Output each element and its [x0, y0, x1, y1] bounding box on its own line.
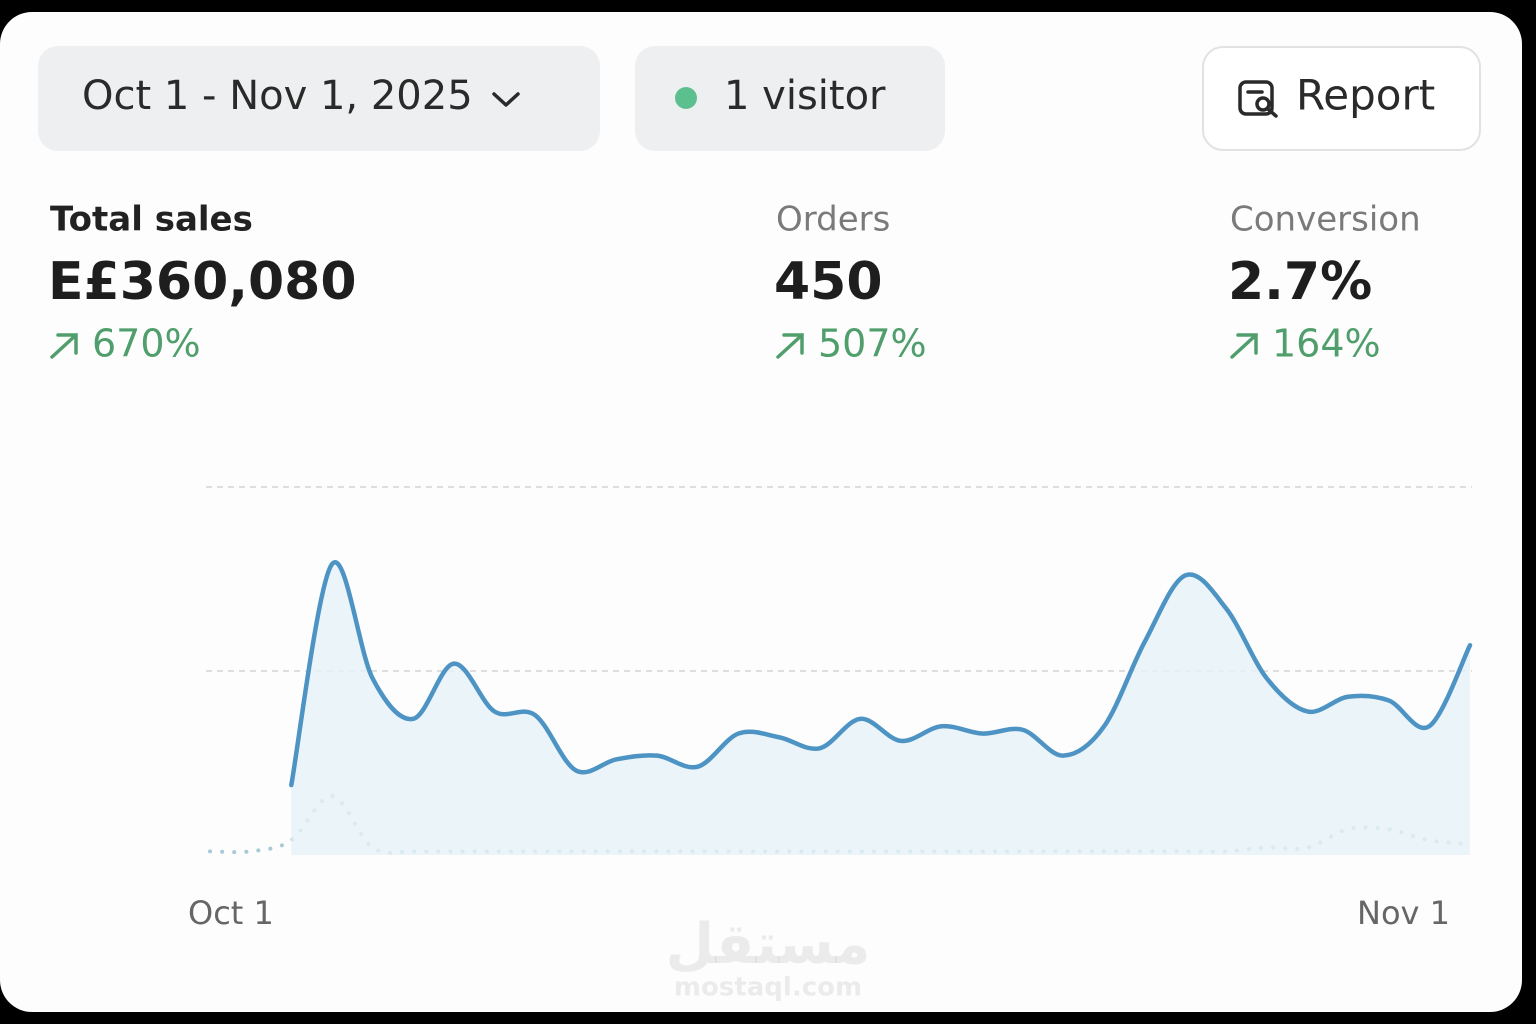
x-tick-label: Nov 1: [1357, 894, 1450, 932]
metric-change: 507%: [818, 322, 927, 366]
watermark-latin: mostaql.com: [674, 973, 862, 1003]
metric-label: Orders: [776, 200, 890, 240]
report-label: Report: [1296, 71, 1435, 120]
chart: Oct 1 Nov 1: [188, 486, 1473, 932]
chevron: [492, 92, 520, 107]
sales-line: [289, 560, 1473, 788]
metric-change: 670%: [92, 322, 201, 366]
date-range: Oct 1 - Nov 1, 2025: [82, 73, 473, 119]
metrics: Total sales E£360,080 670% Orders 450 507% Con…: [48, 200, 1421, 366]
trend-arrow: [776, 333, 804, 359]
status-dot: [675, 87, 697, 109]
x-tick-label: Oct 1: [188, 894, 274, 932]
metric-change: 164%: [1272, 322, 1381, 366]
date-button[interactable]: Oct 1 - Nov 1, 2025: [38, 46, 600, 151]
report-button-bg: [1202, 46, 1481, 151]
visitor-button-bg: [635, 46, 945, 151]
metric-label: Total sales: [50, 200, 253, 240]
trend-arrow: [1230, 333, 1258, 359]
watermark-arabic: مستقل: [666, 912, 871, 977]
report-button[interactable]: Report: [1202, 46, 1481, 151]
metric-value: 2.7%: [1228, 252, 1372, 312]
metric-value: E£360,080: [48, 252, 357, 312]
visitors: 1 visitor: [724, 73, 886, 119]
trend-arrow: [50, 333, 78, 359]
card: [0, 12, 1522, 1012]
report-icon: [1238, 80, 1278, 118]
metric-value: 450: [774, 252, 883, 312]
area: [291, 562, 1471, 855]
metric-label: Conversion: [1230, 200, 1421, 240]
date-button-bg: [38, 46, 600, 151]
visitor-button[interactable]: 1 visitor: [635, 46, 945, 151]
